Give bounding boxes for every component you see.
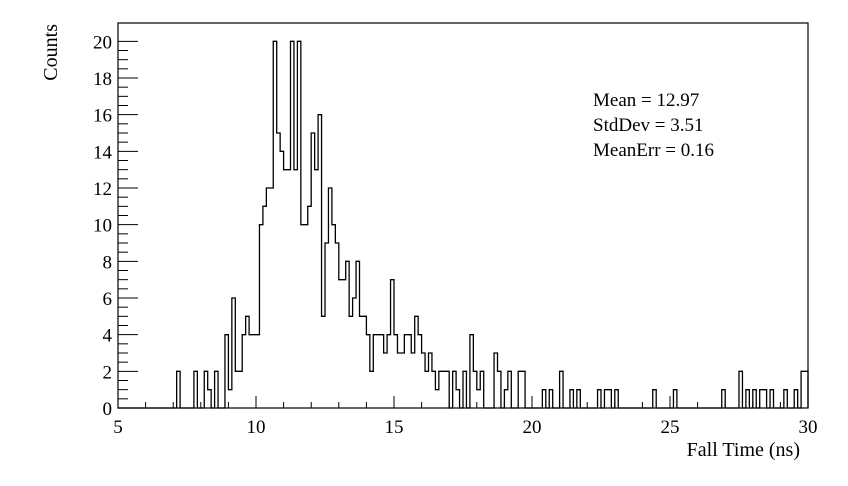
plot-frame [117,22,809,409]
x-tick-label: 30 [799,417,818,438]
x-tick-label: 20 [523,417,542,438]
y-tick-label: 16 [93,106,112,127]
axis-ticks [117,40,809,409]
statistics-box: Mean = 12.97 StdDev = 3.51 MeanErr = 0.1… [593,90,714,161]
y-tick-label: 0 [103,399,113,420]
x-tick-label: 15 [385,417,404,438]
y-tick-label: 14 [93,142,113,163]
y-tick-label: 10 [93,216,112,237]
y-tick-label: 18 [93,69,112,90]
y-tick-label: 20 [93,32,112,53]
y-tick-label: 8 [103,252,113,273]
stat-mean: Mean = 12.97 [593,90,699,111]
y-tick-label: 2 [103,362,113,383]
y-tick-label: 4 [103,326,113,347]
y-axis-title: Counts [40,24,62,81]
stat-meanerr: MeanErr = 0.16 [593,140,714,161]
y-tick-label: 12 [93,179,112,200]
x-tick-label: 10 [247,417,266,438]
stat-stddev: StdDev = 3.51 [593,115,703,136]
x-axis-title: Fall Time (ns) [687,439,800,461]
y-tick-label: 6 [103,289,113,310]
tick-labels: 5 10 15 20 25 30 0 2 4 6 8 10 12 14 16 18 20 [93,32,818,438]
x-tick-label: 25 [661,417,680,438]
x-tick-label: 5 [113,417,123,438]
